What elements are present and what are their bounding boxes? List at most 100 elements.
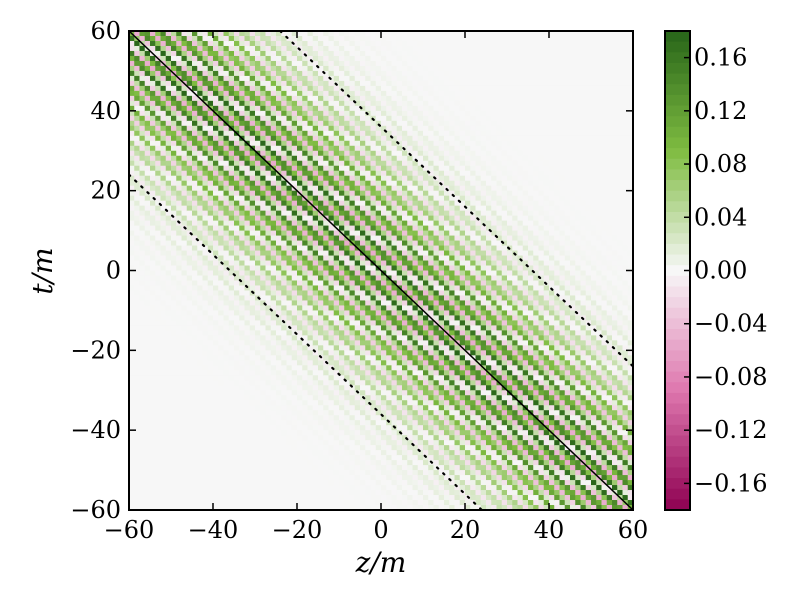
heatmap-cell: [386, 145, 393, 152]
heatmap-cell: [150, 230, 156, 237]
heatmap-cell: [181, 40, 188, 47]
heatmap-cell: [270, 395, 277, 401]
heatmap-cell: [318, 95, 324, 102]
heatmap-cell: [181, 235, 188, 242]
heatmap-cell: [276, 460, 282, 466]
heatmap-cell: [318, 175, 324, 182]
heatmap-cell: [244, 410, 251, 416]
heatmap-cell: [202, 300, 209, 307]
heatmap-cell: [307, 255, 314, 262]
heatmap-cell: [181, 50, 188, 57]
heatmap-cell: [244, 430, 251, 436]
heatmap-cell: [323, 50, 330, 57]
heatmap-cell: [307, 75, 314, 82]
heatmap-cell: [360, 315, 366, 321]
heatmap-cell: [318, 240, 324, 247]
heatmap-cell: [165, 105, 172, 112]
heatmap-cell: [328, 285, 335, 292]
heatmap-cell: [365, 115, 372, 122]
heatmap-cell: [323, 310, 330, 317]
heatmap-cell: [276, 65, 282, 72]
heatmap-cell: [386, 70, 393, 77]
heatmap-cell: [360, 170, 366, 177]
heatmap-cell: [160, 490, 167, 496]
heatmap-cell: [286, 360, 293, 366]
heatmap-cell: [344, 125, 351, 132]
heatmap-cell: [281, 315, 288, 321]
heatmap-cell: [291, 375, 298, 381]
heatmap-cell: [197, 140, 204, 147]
heatmap-cell: [218, 395, 225, 401]
heatmap-cell: [354, 490, 361, 496]
heatmap-cell: [207, 135, 214, 142]
heatmap-cell: [328, 135, 335, 142]
heatmap-cell: [386, 450, 393, 456]
heatmap-cell: [150, 330, 156, 336]
heatmap-cell: [244, 395, 251, 401]
heatmap-cell: [391, 470, 398, 476]
heatmap-cell: [171, 265, 177, 272]
heatmap-cell: [339, 35, 345, 42]
heatmap-cell: [223, 470, 230, 476]
heatmap-cell: [307, 320, 314, 326]
heatmap-cell: [302, 215, 309, 222]
heatmap-cell: [391, 505, 398, 510]
heatmap-cell: [129, 425, 135, 431]
heatmap-cell: [239, 295, 246, 302]
heatmap-cell: [312, 430, 319, 436]
heatmap-cell: [249, 270, 256, 277]
heatmap-cell: [286, 270, 293, 277]
heatmap-cell: [333, 370, 340, 376]
heatmap-cell: [354, 220, 361, 227]
heatmap-cell: [223, 50, 230, 57]
heatmap-cell: [249, 285, 256, 292]
heatmap-cell: [171, 145, 177, 152]
heatmap-cell: [286, 310, 293, 317]
heatmap-cell: [207, 470, 214, 476]
heatmap-cell: [323, 490, 330, 496]
heatmap-cell: [297, 150, 303, 157]
heatmap-cell: [150, 260, 156, 267]
heatmap-cell: [129, 360, 135, 366]
heatmap-cell: [192, 315, 198, 321]
heatmap-cell: [234, 440, 240, 446]
heatmap-cell: [181, 140, 188, 147]
heatmap-cell: [391, 500, 398, 506]
heatmap-cell: [396, 470, 403, 476]
heatmap-cell: [192, 65, 198, 72]
heatmap-cell: [160, 430, 167, 436]
heatmap-cell: [318, 375, 324, 381]
heatmap-cell: [129, 85, 135, 92]
heatmap-cell: [349, 170, 356, 177]
heatmap-cell: [186, 450, 193, 456]
heatmap-cell: [318, 145, 324, 152]
heatmap-cell: [223, 55, 230, 62]
heatmap-cell: [165, 475, 172, 481]
heatmap-cell: [155, 45, 162, 52]
heatmap-cell: [375, 165, 382, 172]
heatmap-cell: [181, 340, 188, 346]
heatmap-cell: [234, 95, 240, 102]
heatmap-cell: [181, 360, 188, 366]
heatmap-cell: [318, 195, 324, 202]
heatmap-cell: [354, 140, 361, 147]
heatmap-cell: [255, 65, 261, 72]
heatmap-cell: [150, 455, 156, 461]
heatmap-cell: [333, 335, 340, 341]
heatmap-cell: [344, 405, 351, 411]
heatmap-cell: [176, 350, 183, 356]
heatmap-cell: [307, 95, 314, 102]
heatmap-cell: [307, 110, 314, 117]
heatmap-cell: [213, 505, 219, 510]
heatmap-cell: [223, 175, 230, 182]
heatmap-cell: [144, 200, 151, 207]
heatmap-cell: [265, 80, 272, 87]
heatmap-cell: [365, 350, 372, 356]
heatmap-cell: [370, 250, 377, 257]
heatmap-cell: [391, 495, 398, 501]
heatmap-cell: [386, 295, 393, 302]
heatmap-cell: [218, 85, 225, 92]
heatmap-cell: [155, 320, 162, 326]
heatmap-cell: [134, 31, 141, 37]
heatmap-cell: [171, 255, 177, 262]
